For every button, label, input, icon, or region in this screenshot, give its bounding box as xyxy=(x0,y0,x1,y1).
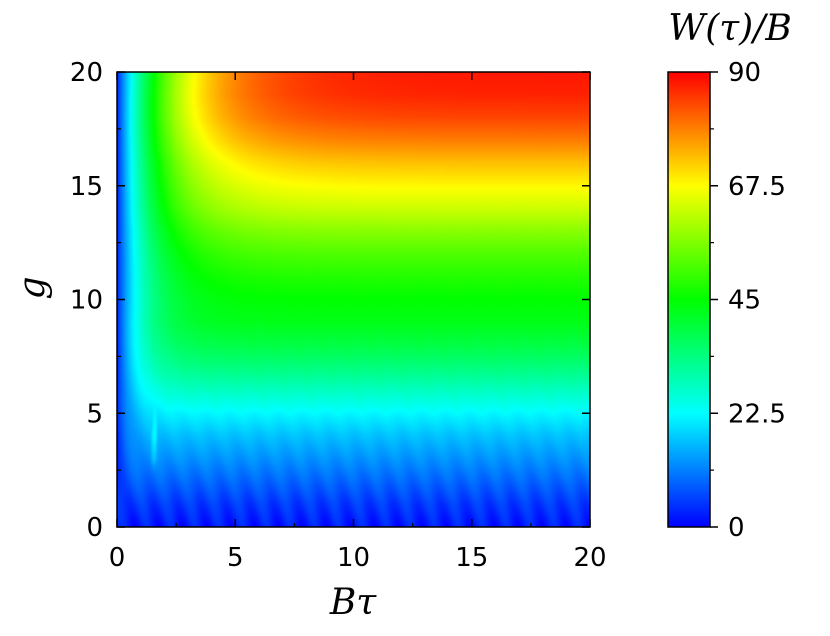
colorbar-tick-label: 0 xyxy=(728,513,745,543)
heatmap-image xyxy=(117,72,590,527)
colorbar-tick-label: 22.5 xyxy=(728,399,786,429)
colorbar-tick-label: 67.5 xyxy=(728,172,786,202)
y-tick-label: 15 xyxy=(70,172,103,202)
x-tick-label: 5 xyxy=(227,543,244,573)
y-axis-ticks: 0 5 10 15 20 xyxy=(70,58,590,543)
x-tick-label: 20 xyxy=(573,543,606,573)
y-tick-label: 5 xyxy=(86,399,103,429)
y-tick-label: 10 xyxy=(70,286,103,316)
x-tick-label: 15 xyxy=(455,543,488,573)
x-tick-label: 0 xyxy=(109,543,126,573)
colorbar-title: W(τ)/B xyxy=(668,8,792,49)
x-tick-label: 10 xyxy=(337,543,370,573)
y-tick-label: 20 xyxy=(70,58,103,88)
y-tick-label: 0 xyxy=(86,513,103,543)
colorbar-tick-label: 90 xyxy=(728,58,761,88)
x-axis-title: Bτ xyxy=(329,582,377,623)
colorbar xyxy=(667,71,711,528)
y-axis-title: g xyxy=(12,276,53,299)
colorbar-tick-label: 45 xyxy=(728,286,761,316)
colorbar-ticks: 0 22.5 45 67.5 90 xyxy=(710,58,786,543)
x-axis-ticks: 0 5 10 15 20 xyxy=(109,72,607,573)
